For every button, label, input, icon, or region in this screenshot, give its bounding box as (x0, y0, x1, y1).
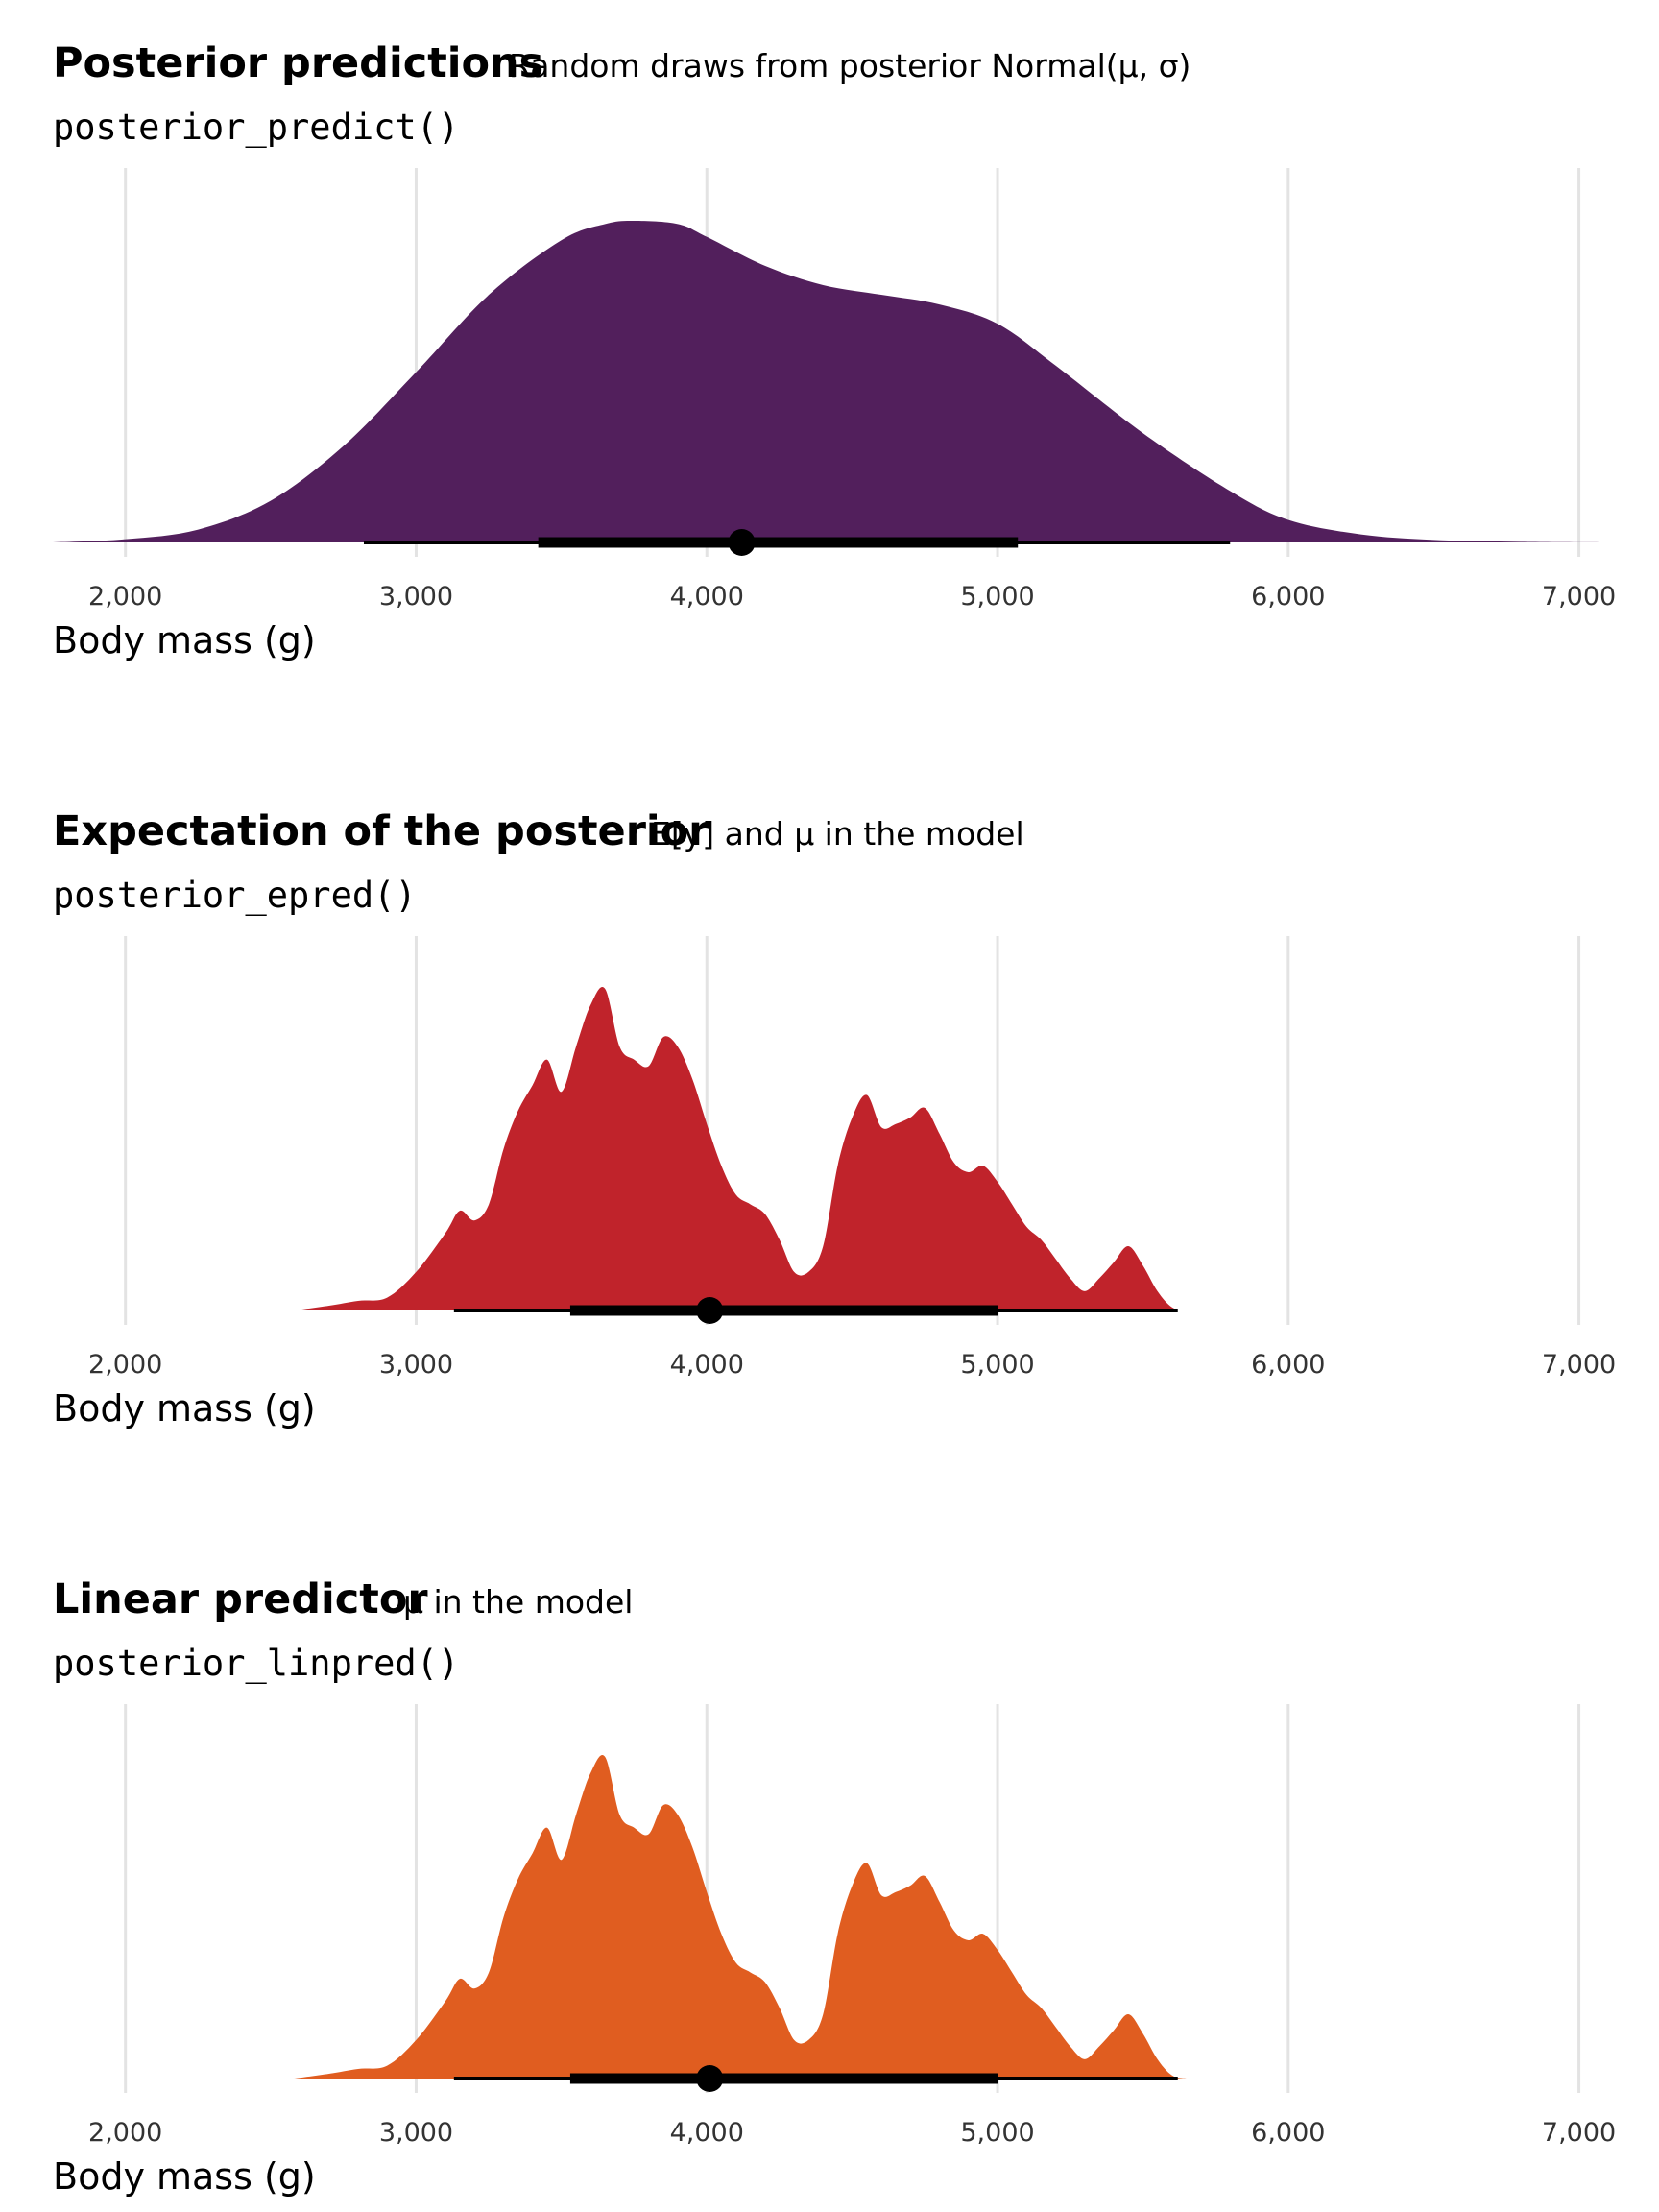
plot-area: 2,000 3,000 4,000 5,000 6,000 7,000 (88, 936, 1616, 1380)
x-tick-label: 3,000 (379, 2118, 453, 2148)
plot-area: 2,000 3,000 4,000 5,000 6,000 7,000 (53, 168, 1623, 612)
x-tick-label: 6,000 (1251, 582, 1325, 612)
panel-code-label: posterior_linpred() (53, 1643, 459, 1685)
panel-posterior-predictions: Posterior predictions Random draws from … (53, 39, 1623, 661)
x-tick-label: 7,000 (1542, 2118, 1616, 2148)
x-tick-label: 7,000 (1542, 1350, 1616, 1380)
x-tick-label: 2,000 (88, 2118, 162, 2148)
x-tick-label: 5,000 (960, 582, 1034, 612)
panel-subtitle: Random draws from posterior Normal(μ, σ) (509, 47, 1190, 84)
density-area (294, 986, 1260, 1310)
plot-area: 2,000 3,000 4,000 5,000 6,000 7,000 (88, 1704, 1616, 2148)
panel-title: Posterior predictions (53, 39, 543, 87)
x-tick-label: 4,000 (670, 2118, 744, 2148)
panel-subtitle: E[y] and μ in the model (651, 815, 1024, 853)
x-tick-label: 7,000 (1542, 582, 1616, 612)
x-tick-label: 2,000 (88, 582, 162, 612)
x-tick-label: 4,000 (670, 1350, 744, 1380)
median-point (696, 2065, 724, 2092)
x-tick-label: 5,000 (960, 1350, 1034, 1380)
panel-title: Linear predictor (53, 1575, 428, 1623)
panel-subtitle: μ in the model (403, 1583, 633, 1621)
x-axis-label: Body mass (g) (53, 1387, 316, 1430)
panel-code-label: posterior_predict() (53, 107, 459, 149)
panel-expectation-of-the-posterior: Expectation of the posterior E[y] and μ … (53, 807, 1616, 1430)
panel-code-label: posterior_epred() (53, 875, 417, 917)
median-point (696, 1297, 724, 1324)
x-tick-label: 3,000 (379, 582, 453, 612)
x-tick-label: 6,000 (1251, 1350, 1325, 1380)
x-axis-label: Body mass (g) (53, 619, 316, 661)
x-tick-label: 3,000 (379, 1350, 453, 1380)
density-area (294, 1754, 1260, 2079)
panel-linear-predictor: Linear predictor μ in the model posterio… (53, 1575, 1616, 2198)
panel-title: Expectation of the posterior (53, 807, 709, 855)
x-tick-label: 6,000 (1251, 2118, 1325, 2148)
x-axis-label: Body mass (g) (53, 2155, 316, 2198)
median-point (728, 529, 756, 556)
x-tick-label: 5,000 (960, 2118, 1034, 2148)
density-area (53, 221, 1623, 542)
x-tick-label: 2,000 (88, 1350, 162, 1380)
x-tick-label: 4,000 (670, 582, 744, 612)
